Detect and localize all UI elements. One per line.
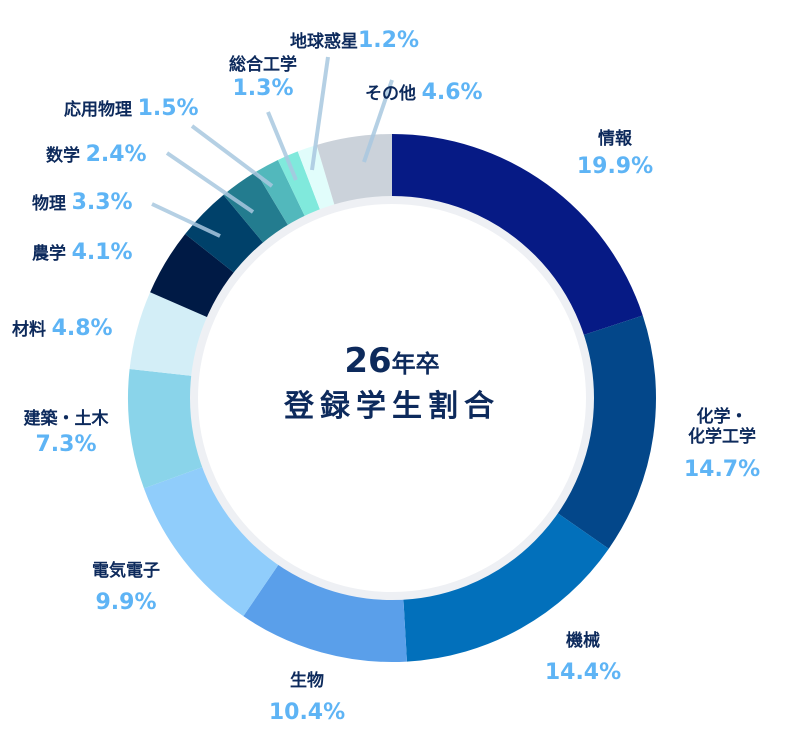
label-oyobutsuri: 応用物理 1.5% xyxy=(64,96,199,121)
donut-segment xyxy=(129,292,211,377)
label-zairyo: 材料 4.8% xyxy=(12,316,113,341)
chart-center-title: 26年卒 登録学生割合 xyxy=(242,340,542,429)
leader-line-sugaku xyxy=(165,151,255,214)
leader-line-sonota xyxy=(362,79,394,163)
donut-segment xyxy=(143,465,281,617)
label-seibutsu: 生物 10.4% xyxy=(268,671,346,725)
donut-segment xyxy=(223,171,290,246)
donut-segment xyxy=(128,368,206,489)
donut-segment xyxy=(255,159,307,229)
center-subtitle: 登録学生割合 xyxy=(284,389,500,424)
inner-ring xyxy=(190,196,594,600)
donut-segment xyxy=(277,151,322,220)
label-kenchiku: 建築・土木 7.3% xyxy=(23,409,109,457)
label-sugaku: 数学 2.4% xyxy=(46,142,147,167)
donut-segment xyxy=(243,561,407,662)
label-kagaku: 化学・ 化学工学 14.7% xyxy=(683,407,761,483)
label-chikyu: 地球惑星1.2% xyxy=(290,28,420,53)
donut-segment xyxy=(554,315,657,549)
leader-line-oyobutsuri xyxy=(190,124,274,188)
donut-segment xyxy=(297,144,336,214)
label-nogaku: 農学 4.1% xyxy=(32,240,133,265)
label-denki: 電気電子 9.9% xyxy=(92,561,160,615)
label-kikai: 機械 14.4% xyxy=(544,631,622,685)
leader-line-chikyu xyxy=(310,56,330,171)
leader-line-sogo xyxy=(266,111,298,181)
leader-lines xyxy=(151,56,394,238)
label-joho: 情報 19.9% xyxy=(576,129,654,179)
center-year: 26 xyxy=(344,341,392,381)
donut-segment xyxy=(316,134,392,209)
leader-line-butsuri xyxy=(151,202,221,238)
center-year-suffix: 年卒 xyxy=(391,350,440,378)
label-sonota: その他 4.6% xyxy=(365,80,483,105)
label-sogokogaku: 総合工学 1.3% xyxy=(229,55,297,101)
donut-segments xyxy=(128,134,657,662)
donut-segment xyxy=(185,194,266,275)
donut-segment xyxy=(392,134,643,337)
label-butsuri: 物理 3.3% xyxy=(32,190,133,215)
donut-segment xyxy=(403,511,609,662)
donut-segment xyxy=(150,233,237,319)
